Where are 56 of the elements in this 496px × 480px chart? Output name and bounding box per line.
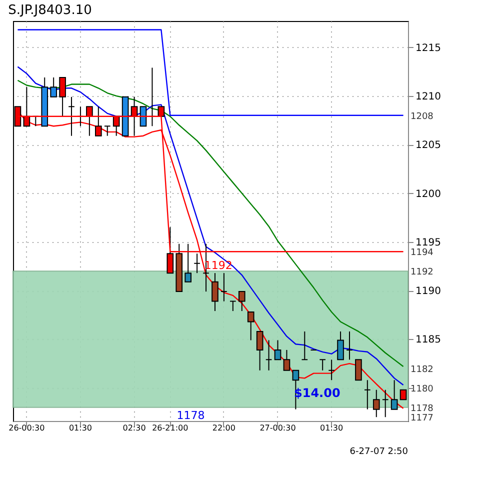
candlestick bbox=[104, 126, 111, 136]
chart-title: S.JP.J8403.10 bbox=[8, 3, 92, 18]
candlestick bbox=[230, 300, 236, 312]
y2-tick-label: 1192 bbox=[410, 268, 434, 278]
y2-tick-label: 1177 bbox=[410, 414, 434, 424]
candlestick bbox=[382, 389, 389, 418]
candlestick bbox=[337, 330, 344, 360]
candlestick bbox=[328, 359, 335, 381]
y-tick-label: 1185 bbox=[416, 334, 441, 346]
y2-tick-label: 1208 bbox=[410, 112, 434, 122]
candlestick bbox=[346, 330, 353, 360]
candlestick bbox=[238, 291, 246, 312]
x-tick-label: 27-00:30 bbox=[260, 424, 296, 432]
y-tick-label: 1195 bbox=[416, 237, 441, 248]
candlestick bbox=[372, 389, 380, 418]
candlestick bbox=[247, 312, 254, 341]
candlestick bbox=[256, 330, 264, 371]
y2-tick-label: 1178 bbox=[410, 404, 434, 414]
y-tick-label: 1215 bbox=[416, 42, 441, 54]
candlestick bbox=[400, 389, 407, 400]
candlestick bbox=[194, 253, 200, 274]
text: 6-27-07 2:50 bbox=[350, 447, 408, 457]
y-tick-label: 1190 bbox=[416, 286, 441, 298]
y2-tick-label: 1180 bbox=[410, 384, 434, 394]
y-tick-label: 1205 bbox=[416, 140, 441, 152]
candlestick bbox=[283, 349, 290, 371]
candlestick bbox=[130, 96, 138, 136]
y2-tick-label: 1194 bbox=[410, 248, 434, 258]
candlestick bbox=[59, 76, 66, 117]
annotation: 1178 bbox=[176, 409, 205, 422]
candlestick bbox=[166, 226, 174, 274]
candlestick bbox=[112, 116, 120, 136]
x-tick-label: 26-21:00 bbox=[152, 424, 188, 432]
y2-tick-label: 1182 bbox=[410, 364, 434, 375]
y-tick-label: 1210 bbox=[416, 91, 441, 102]
candlestick bbox=[390, 380, 398, 410]
candlestick bbox=[94, 106, 102, 136]
candlestick bbox=[68, 96, 75, 136]
candlestick bbox=[86, 106, 93, 136]
x-tick-label: 01:30 bbox=[320, 424, 344, 432]
candlestick bbox=[50, 76, 57, 98]
candlestick bbox=[319, 359, 326, 371]
candlestick bbox=[301, 330, 308, 360]
x-tick-label: 02:30 bbox=[122, 424, 146, 432]
candlestick bbox=[212, 272, 218, 312]
candlestick bbox=[274, 340, 282, 360]
x-tick-label: 26-00:30 bbox=[8, 424, 45, 432]
candlestick bbox=[364, 380, 371, 410]
candlestick bbox=[184, 243, 192, 282]
y-tick-label: 1200 bbox=[416, 188, 441, 200]
candlestick bbox=[355, 359, 362, 381]
candlestick bbox=[220, 272, 228, 302]
x-tick-label: 22:00 bbox=[212, 424, 236, 432]
candlestick bbox=[140, 106, 147, 127]
x-tick-label: 01:30 bbox=[68, 424, 92, 432]
candlestick bbox=[265, 340, 272, 371]
